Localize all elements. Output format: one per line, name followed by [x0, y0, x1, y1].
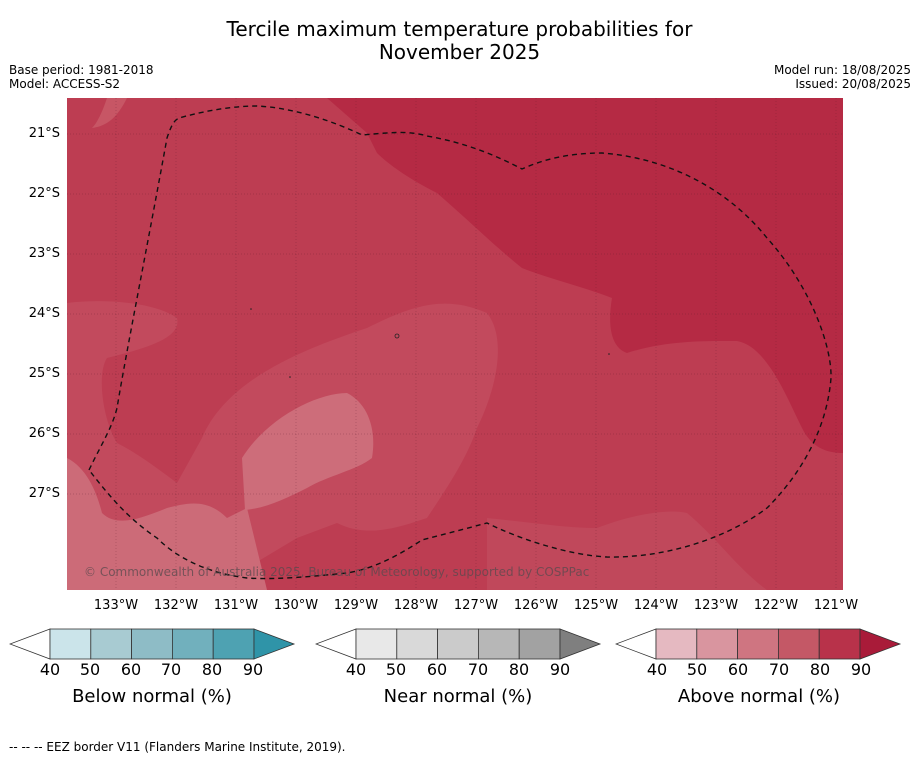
colorbar-segment: [396, 628, 439, 660]
colorbar-near-segments: [315, 628, 602, 660]
eez-border: [88, 105, 832, 580]
colorbar-segment: [355, 628, 398, 660]
island-marker: [394, 333, 400, 339]
lat-label: 27°S: [28, 486, 60, 501]
colorbar-below: [9, 628, 296, 660]
island-marker: [608, 353, 610, 355]
colorbar-segment: [518, 628, 561, 660]
colorbar-min-extend: [615, 628, 657, 660]
lon-label: 131°W: [213, 598, 259, 613]
cbar-below-tick: 80: [201, 660, 223, 679]
lon-label: 132°W: [153, 598, 199, 613]
colorbar-max-extend: [253, 628, 296, 660]
lon-label: 123°W: [693, 598, 739, 613]
colorbar-above-segments: [615, 628, 902, 660]
cbar-near-tick: 60: [426, 660, 448, 679]
colorbar-segment: [818, 628, 861, 660]
colorbar-above: [615, 628, 902, 660]
colorbar-max-extend: [859, 628, 902, 660]
colorbar-segment: [171, 628, 214, 660]
cbar-below-tick: 50: [79, 660, 101, 679]
cbar-near-tick: 50: [385, 660, 407, 679]
model-run: Model run: 18/08/2025: [773, 63, 911, 77]
colorbar-segment: [477, 628, 520, 660]
model-name: Model: ACCESS-S2: [9, 77, 121, 91]
cbar-above-tick: 60: [727, 660, 749, 679]
region-80-east: [327, 98, 843, 453]
lon-label: 122°W: [753, 598, 799, 613]
chart-title: Tercile maximum temperature probabilitie…: [0, 18, 919, 64]
title-line-2: November 2025: [378, 40, 541, 64]
lon-label: 130°W: [273, 598, 319, 613]
lat-label: 22°S: [28, 186, 60, 201]
colorbar-segment: [696, 628, 739, 660]
cbar-above-tick: 40: [646, 660, 668, 679]
colorbar-max-extend: [559, 628, 602, 660]
lon-label: 128°W: [393, 598, 439, 613]
issued-date: Issued: 20/08/2025: [795, 77, 911, 91]
cbar-near-tick: 80: [508, 660, 530, 679]
colorbar-above-label: Above normal (%): [677, 686, 841, 707]
lat-label: 25°S: [28, 366, 60, 381]
cbar-above-tick: 90: [850, 660, 872, 679]
copyright-note: © Commonwealth of Australia 2025, Bureau…: [84, 565, 590, 579]
lat-label: 23°S: [28, 246, 60, 261]
meta-left: Base period: 1981-2018 Model: ACCESS-S2: [9, 63, 154, 91]
title-line-1: Tercile maximum temperature probabilitie…: [226, 17, 693, 41]
cbar-above-tick: 80: [809, 660, 831, 679]
colorbar-segment: [49, 628, 92, 660]
cbar-near-tick: 40: [345, 660, 367, 679]
lat-label: 21°S: [28, 126, 60, 141]
lon-label: 127°W: [453, 598, 499, 613]
colorbar-segment: [131, 628, 173, 660]
meta-right: Model run: 18/08/2025 Issued: 20/08/2025: [774, 63, 911, 91]
lon-label: 129°W: [333, 598, 379, 613]
lon-label: 121°W: [813, 598, 859, 613]
region-70-topleft: [92, 98, 127, 128]
cbar-below-tick: 60: [120, 660, 142, 679]
colorbar-below-segments: [9, 628, 296, 660]
eez-legend-footer: -- -- -- EEZ border V11 (Flanders Marine…: [9, 740, 346, 754]
grid-lines: [67, 98, 843, 590]
lon-label: 133°W: [93, 598, 139, 613]
cbar-below-tick: 40: [39, 660, 61, 679]
colorbar-segment: [437, 628, 479, 660]
colorbar-min-extend: [9, 628, 51, 660]
probability-map: [67, 98, 843, 590]
cbar-near-tick: 90: [549, 660, 571, 679]
lon-label: 125°W: [573, 598, 619, 613]
cbar-below-tick: 90: [242, 660, 264, 679]
cbar-below-tick: 70: [160, 660, 182, 679]
colorbar-near: [315, 628, 602, 660]
island-marker: [289, 376, 291, 378]
lat-label: 26°S: [28, 426, 60, 441]
island-marker: [250, 308, 252, 310]
colorbar-below-label: Below normal (%): [72, 686, 232, 707]
region-70-southeast: [487, 511, 767, 590]
colorbar-segment: [90, 628, 133, 660]
colorbar-segment: [777, 628, 820, 660]
base-period: Base period: 1981-2018: [9, 63, 154, 77]
colorbar-min-extend: [315, 628, 357, 660]
colorbar-segment: [655, 628, 698, 660]
lon-label: 124°W: [633, 598, 679, 613]
colorbar-segment: [212, 628, 255, 660]
cbar-near-tick: 70: [467, 660, 489, 679]
cbar-above-tick: 50: [686, 660, 708, 679]
colorbar-segment: [737, 628, 779, 660]
colorbar-near-label: Near normal (%): [383, 686, 533, 707]
cbar-above-tick: 70: [768, 660, 790, 679]
lat-label: 24°S: [28, 306, 60, 321]
region-60-southwest: [67, 458, 267, 590]
region-60-center: [242, 393, 374, 510]
lon-label: 126°W: [513, 598, 559, 613]
